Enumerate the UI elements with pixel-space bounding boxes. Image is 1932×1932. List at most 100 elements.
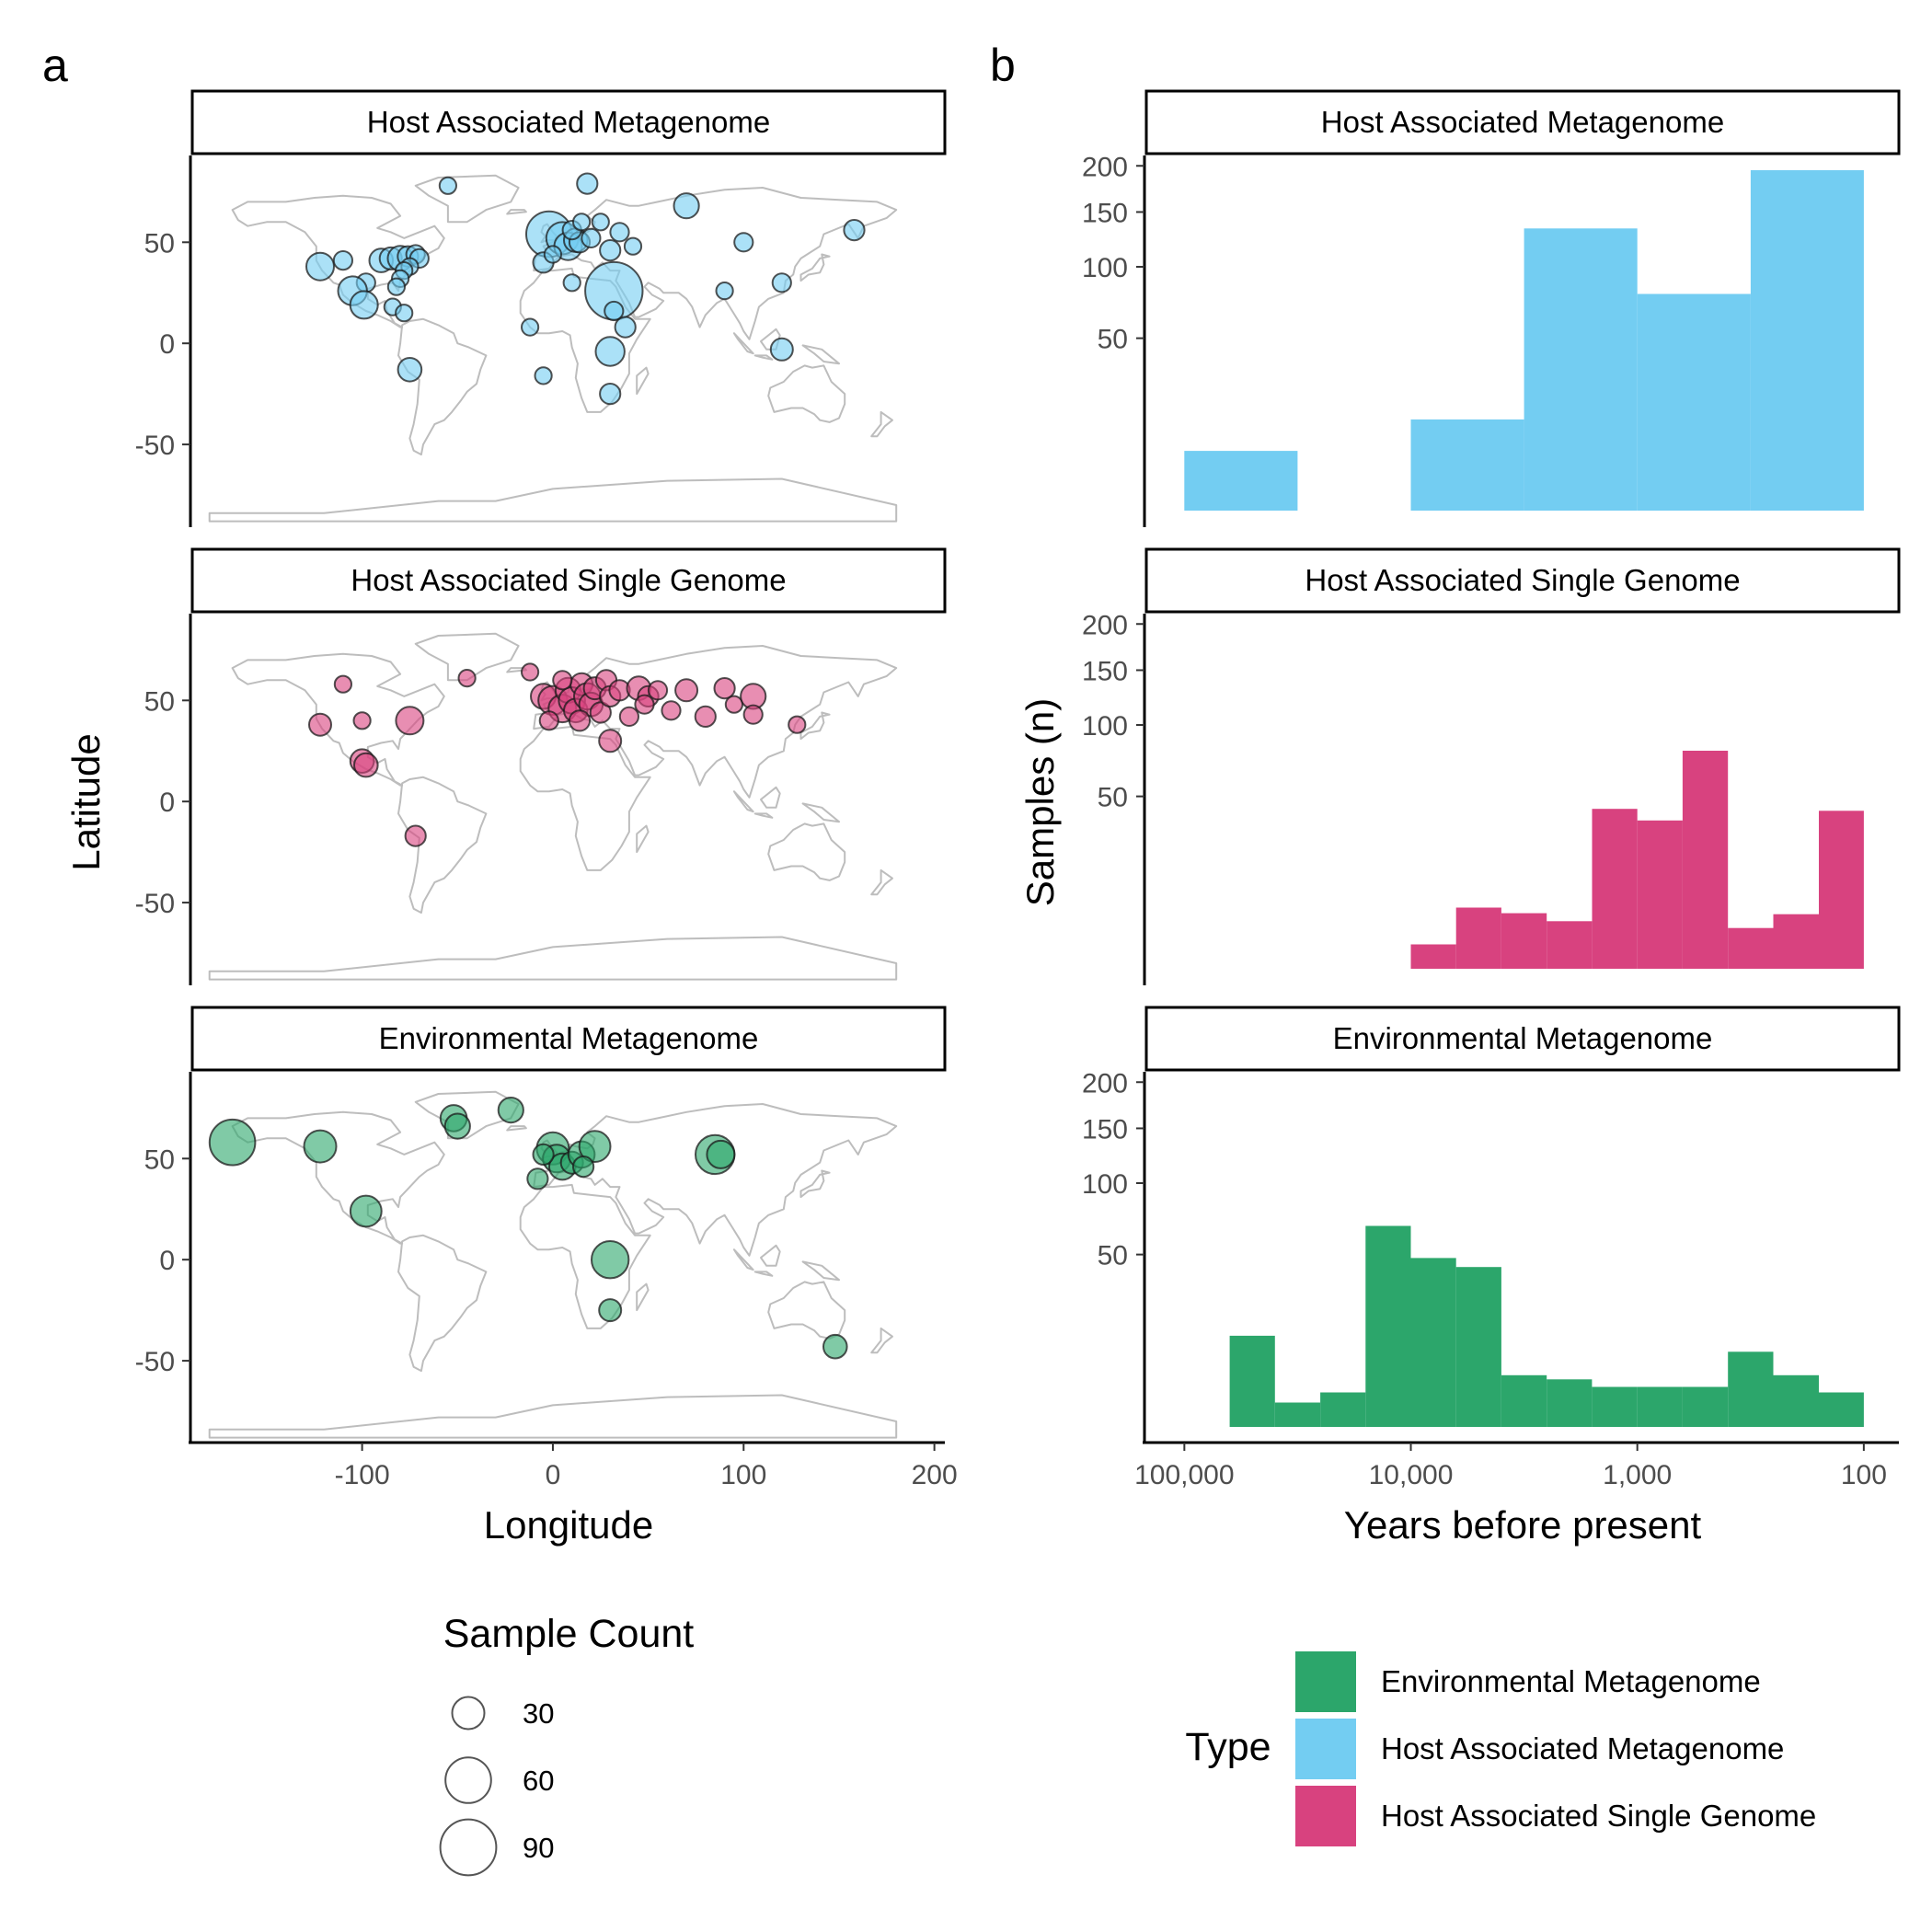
sample-point (661, 700, 682, 721)
sample-point (308, 712, 332, 737)
sample-point (572, 1156, 595, 1179)
y-tick-label: 150 (1082, 1114, 1128, 1144)
land-outline (397, 317, 488, 456)
sample-point (771, 272, 792, 293)
y-tick-label: 100 (1082, 253, 1128, 283)
sample-point (534, 366, 553, 385)
histogram-bar (1547, 1379, 1593, 1427)
sample-point (614, 316, 637, 339)
facet-strip (190, 547, 947, 614)
legends: Sample Count 30 60 90 Type Environmental Meta… (439, 1612, 1816, 1877)
histogram-bar (1229, 1335, 1275, 1427)
facet-strip (1144, 547, 1901, 614)
sample-point (576, 172, 599, 195)
map-facet: Host Associated Single Genome -50 0 50 (135, 547, 947, 985)
sample-point (208, 1118, 257, 1167)
sample-point (822, 1333, 848, 1360)
y-tick-label: 100 (1082, 1169, 1128, 1200)
sample-point (352, 711, 372, 730)
land-outline (506, 209, 527, 215)
y-tick-label: 50 (1098, 1241, 1128, 1271)
sample-point (395, 304, 414, 323)
histogram-bar (1320, 1392, 1366, 1427)
land-outline (208, 1394, 898, 1439)
map-facet: Host Associated Metagenome -50 0 50 (135, 89, 947, 527)
y-tick-label: 50 (1098, 783, 1128, 813)
histogram-bar (1819, 1392, 1864, 1427)
sample-point (552, 670, 573, 691)
sample-point (769, 337, 794, 362)
sample-point (742, 704, 764, 725)
histogram-bar (1547, 921, 1593, 969)
sample-point (598, 1298, 623, 1323)
histogram-bar (1773, 914, 1819, 969)
map-facet: Environmental Metagenome -50 0 50 -100 0 100 20… (135, 1006, 958, 1490)
land-outline (636, 366, 650, 396)
size-legend-title: Sample Count (443, 1612, 695, 1656)
histogram-bar (1637, 293, 1751, 511)
land-outline (414, 1090, 520, 1140)
land-outline (397, 1234, 488, 1373)
y-tick-label: 50 (144, 686, 175, 717)
land-outline (799, 711, 831, 741)
y-tick-label: 200 (1082, 610, 1128, 640)
land-outline (767, 364, 846, 423)
facet-strip (1144, 1006, 1901, 1072)
facet-title: Host Associated Metagenome (367, 105, 770, 139)
y-tick-label: 50 (144, 1144, 175, 1175)
land-outline (753, 1271, 774, 1277)
sample-point (706, 1139, 736, 1169)
panel-label-b: b (990, 40, 1016, 91)
x-tick-label: 100,000 (1134, 1460, 1234, 1490)
land-outline (767, 1281, 846, 1340)
sample-point (303, 1129, 338, 1164)
sample-point (332, 250, 353, 271)
type-legend-label: Host Associated Metagenome (1381, 1731, 1784, 1765)
land-outline (519, 267, 651, 413)
sample-point (386, 277, 406, 296)
land-outline (799, 253, 831, 282)
land-outline (636, 1282, 650, 1312)
y-tick-label: 100 (1082, 711, 1128, 742)
histogram-facet: Host Associated Single Genome 50 100 150 200 (1082, 547, 1901, 985)
sample-point (591, 213, 610, 232)
land-outline (414, 174, 520, 224)
sample-point (497, 1097, 524, 1124)
sample-point (609, 222, 630, 243)
land-outline (799, 1169, 831, 1199)
sample-point (305, 251, 335, 282)
histogram-bar (1524, 228, 1638, 512)
size-legend-circle (451, 1696, 486, 1731)
land-outline (753, 812, 774, 819)
facet-title: Environmental Metagenome (379, 1021, 759, 1055)
histogram-bar (1410, 1258, 1456, 1427)
histogram-bar (1819, 811, 1864, 969)
y-tick-label: 150 (1082, 198, 1128, 228)
land-outline (519, 725, 651, 871)
y-tick-label: 150 (1082, 656, 1128, 686)
type-legend-title: Type (1185, 1725, 1271, 1769)
histogram-bar (1637, 1386, 1683, 1427)
land-outline (208, 936, 898, 981)
histogram-bar (1773, 1374, 1819, 1427)
facet-strip (1144, 89, 1901, 155)
sample-point (404, 824, 427, 847)
point-series (308, 662, 807, 847)
sample-point (521, 317, 540, 337)
y-tick-label: 50 (144, 228, 175, 259)
histogram-bar (1274, 1402, 1320, 1427)
y-tick-label: -50 (135, 1347, 175, 1377)
bar-series (1410, 751, 1864, 969)
land-outline (753, 354, 774, 361)
sample-point (599, 383, 622, 406)
type-legend: Type Environmental Metagenome Host Associa… (1185, 1651, 1816, 1846)
x-tick-label: 100 (1841, 1460, 1887, 1490)
sample-point (578, 1130, 612, 1163)
sample-point (604, 300, 625, 322)
histogram-bar (1410, 419, 1524, 511)
type-legend-swatch (1295, 1651, 1356, 1712)
land-outline (732, 1248, 754, 1271)
facet-strip (190, 89, 947, 155)
size-legend-label: 60 (523, 1765, 554, 1797)
